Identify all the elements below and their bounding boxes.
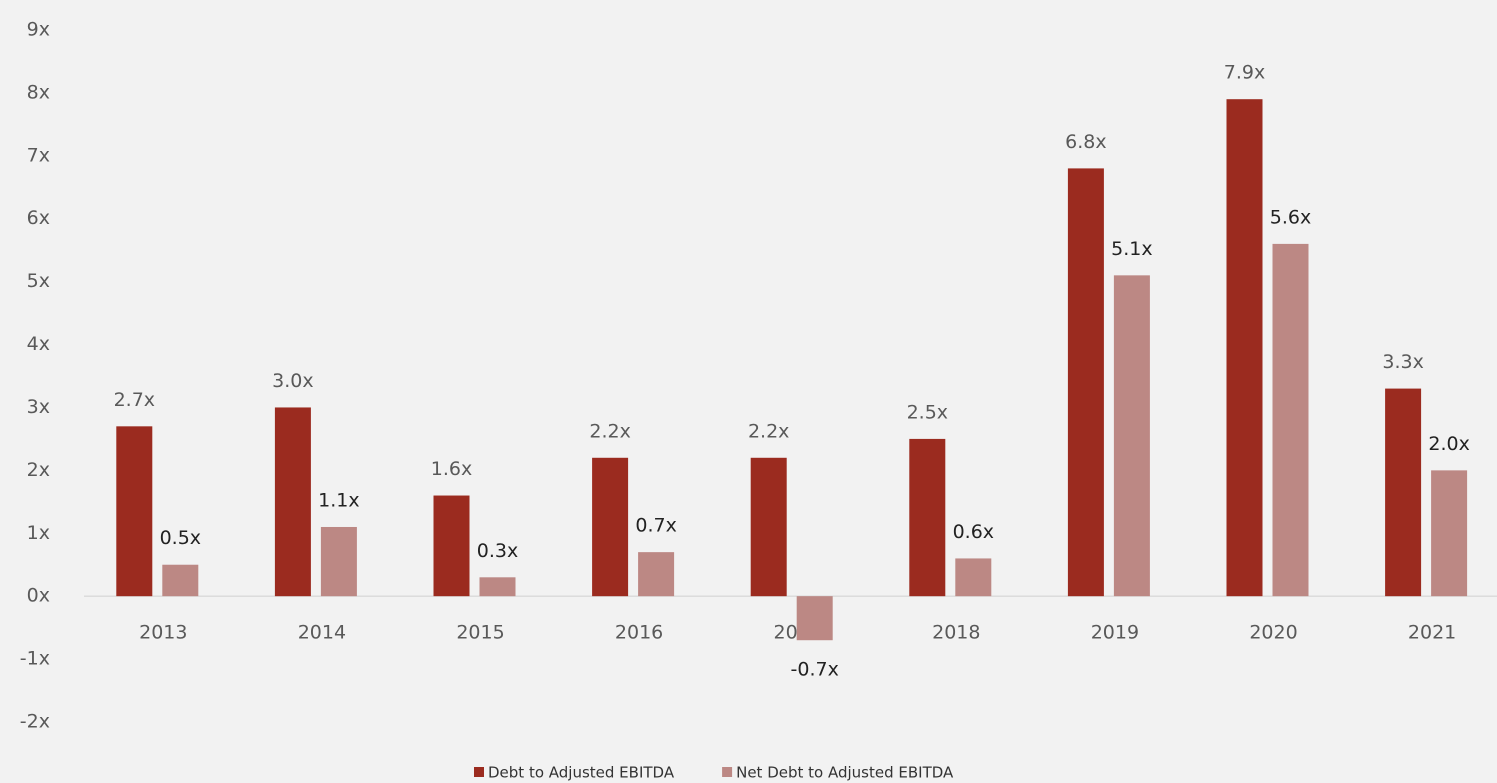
y-tick-label: 8x — [27, 81, 50, 103]
y-tick-label: -2x — [20, 711, 50, 733]
data-label: 0.6x — [953, 521, 994, 543]
data-label: 6.8x — [1065, 131, 1106, 153]
x-tick-label: 2014 — [298, 622, 346, 644]
data-label: 2.2x — [589, 420, 630, 442]
y-tick-label: -1x — [20, 648, 50, 670]
legend-label: Net Debt to Adjusted EBITDA — [736, 764, 954, 782]
x-tick-label: 2021 — [1408, 622, 1456, 644]
bar — [638, 552, 675, 597]
data-label: -0.7x — [791, 659, 839, 681]
data-label: 7.9x — [1224, 62, 1265, 84]
legend-swatch — [474, 767, 484, 777]
data-label: 0.7x — [635, 515, 676, 537]
bar — [1272, 243, 1309, 597]
y-tick-label: 7x — [27, 144, 50, 166]
bar — [592, 457, 629, 597]
data-label: 5.1x — [1111, 238, 1152, 260]
x-tick-label: 2020 — [1249, 622, 1297, 644]
bar — [1113, 275, 1150, 597]
data-label: 0.3x — [477, 540, 518, 562]
data-label: 0.5x — [160, 527, 201, 549]
x-tick-label: 2019 — [1091, 622, 1139, 644]
bar — [1431, 470, 1468, 597]
x-tick-label: 2015 — [456, 622, 504, 644]
legend-label: Debt to Adjusted EBITDA — [488, 764, 675, 782]
bar — [320, 526, 357, 597]
bar — [433, 495, 470, 597]
legend-swatch — [722, 767, 733, 777]
data-label: 3.0x — [272, 370, 313, 392]
data-label: 1.1x — [318, 489, 359, 511]
data-label: 5.6x — [1270, 206, 1311, 228]
y-tick-label: 3x — [27, 396, 50, 418]
data-label: 3.3x — [1382, 351, 1423, 373]
data-label: 2.0x — [1428, 433, 1469, 455]
x-tick-label: 2018 — [932, 622, 980, 644]
bar — [162, 564, 199, 597]
bar — [116, 426, 153, 597]
y-tick-label: 5x — [27, 270, 50, 292]
y-tick-label: 2x — [27, 459, 50, 481]
bar — [909, 438, 946, 597]
bar — [274, 407, 311, 597]
bar — [1385, 388, 1422, 597]
y-tick-label: 1x — [27, 522, 50, 544]
bar — [796, 596, 833, 641]
bar — [1226, 99, 1263, 597]
y-tick-label: 6x — [27, 207, 50, 229]
bar — [479, 577, 516, 597]
data-label: 2.7x — [114, 389, 155, 411]
data-label: 2.2x — [748, 420, 789, 442]
data-label: 1.6x — [431, 458, 472, 480]
x-tick-label: 2013 — [139, 622, 187, 644]
x-tick-label: 2016 — [615, 622, 663, 644]
bar — [1067, 168, 1104, 597]
y-tick-label: 4x — [27, 333, 50, 355]
bar — [750, 457, 787, 597]
y-tick-label: 9x — [27, 19, 50, 41]
data-label: 2.5x — [907, 401, 948, 423]
y-tick-label: 0x — [27, 585, 50, 607]
bar — [955, 558, 992, 597]
